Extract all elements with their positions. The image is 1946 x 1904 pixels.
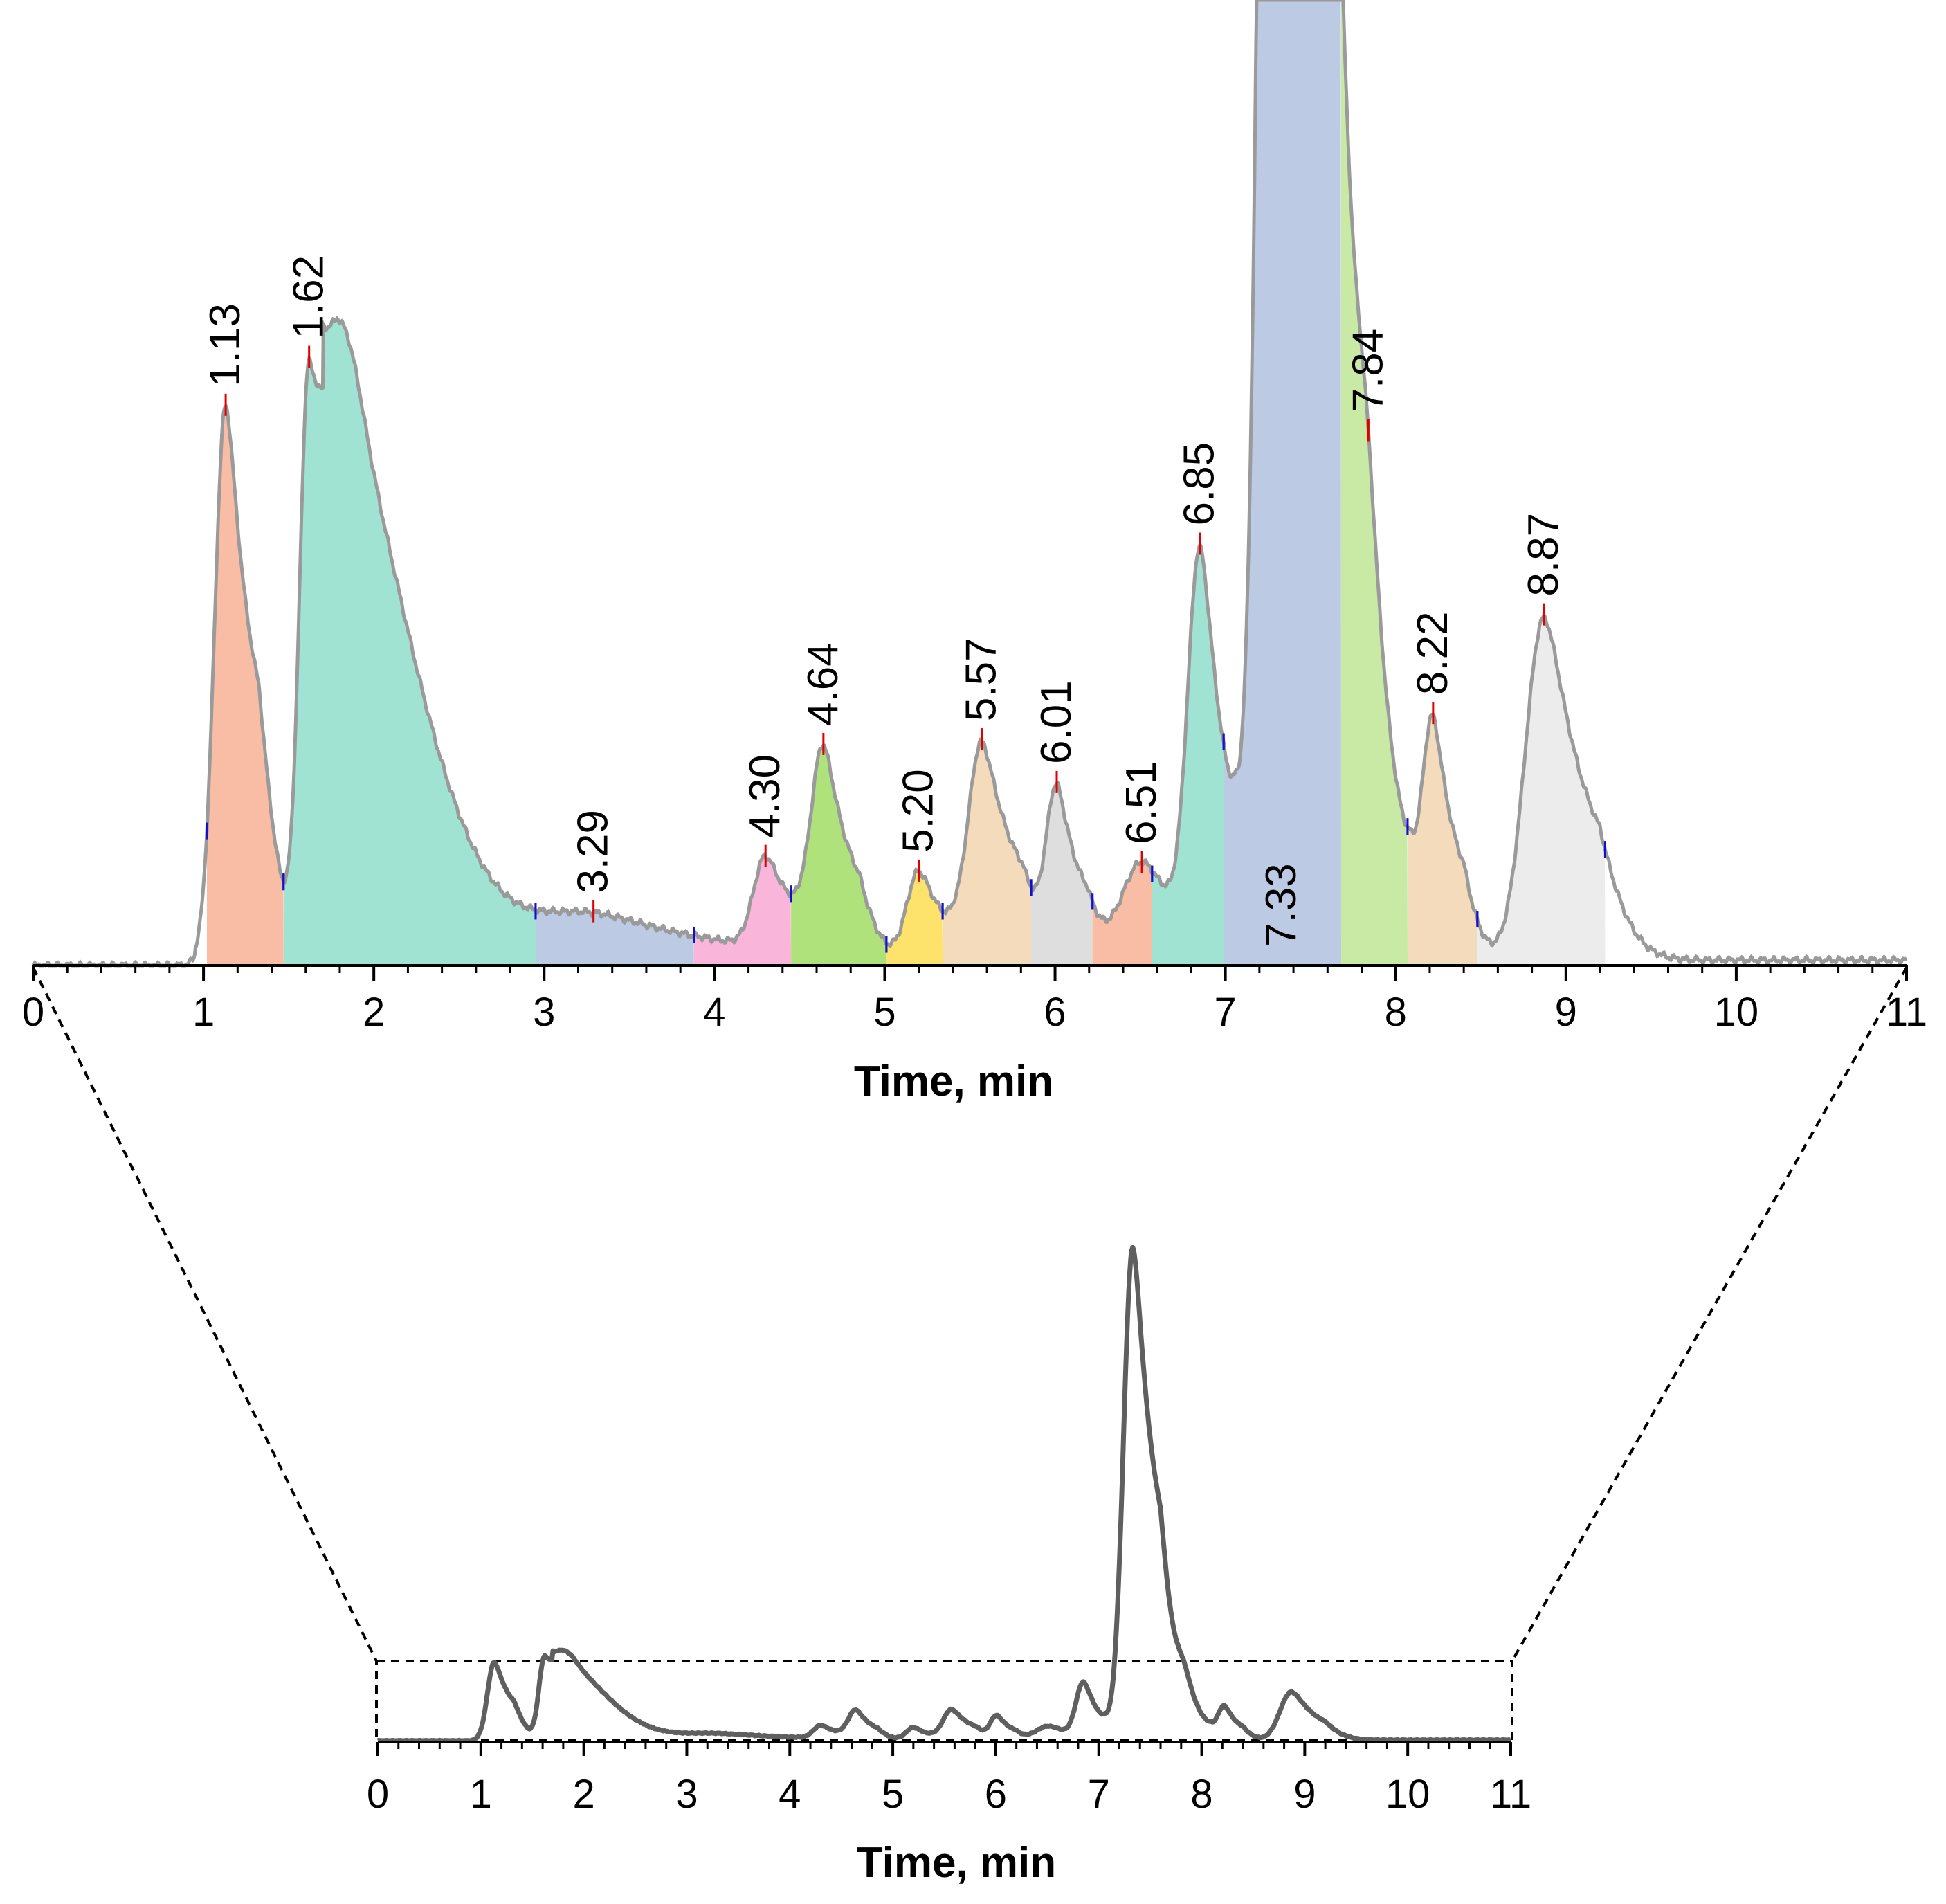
overview-tick-label-0: 0 — [367, 1772, 389, 1817]
peak-label-7.84: 7.84 — [1344, 329, 1392, 412]
peak-label-6.85: 6.85 — [1176, 442, 1224, 526]
peak-label-8.22: 8.22 — [1409, 611, 1457, 695]
zoom-connector-left-line — [32, 967, 378, 1662]
overview-x-axis: 0 1 2 3 4 5 6 7 8 9 10 11 — [367, 1741, 1531, 1817]
detail-peak-markers — [206, 345, 1606, 953]
detail-trace-line — [31, 0, 1908, 968]
peak-label-5.57: 5.57 — [958, 637, 1006, 721]
detail-tick-label-9: 9 — [1555, 990, 1577, 1035]
detail-tick-label-3: 3 — [533, 990, 555, 1035]
overview-tick-label-7: 7 — [1088, 1772, 1110, 1817]
peak-label-4.64: 4.64 — [799, 642, 847, 726]
peak-label-6.51: 6.51 — [1118, 761, 1165, 844]
peak-area-8.87 — [1477, 615, 1606, 965]
overview-tick-label-1: 1 — [470, 1772, 492, 1817]
peak-label-4.30: 4.30 — [741, 754, 789, 838]
peak-label-5.20: 5.20 — [895, 769, 943, 853]
detail-tick-label-6: 6 — [1044, 990, 1066, 1035]
detail-tick-label-10: 10 — [1714, 990, 1759, 1035]
detail-tick-label-11: 11 — [1886, 990, 1927, 1035]
detail-x-axis: 0 1 2 3 4 5 6 7 8 9 10 11 — [22, 964, 1927, 1035]
peak-label-1.62: 1.62 — [285, 255, 333, 339]
peak-area-4.64 — [791, 745, 886, 965]
peak-area-6.01 — [1031, 782, 1093, 965]
detail-tick-label-4: 4 — [703, 990, 725, 1035]
zoom-connector — [32, 967, 1908, 1742]
detail-chromatogram: 1.13 1.62 3.29 4.304.64 5.20 5.57 6.01 6.51 6.85… — [22, 0, 1927, 1105]
zoom-window-box — [375, 1660, 1513, 1742]
overview-x-axis-title: Time, min — [857, 1839, 1056, 1887]
overview-tick-label-9: 9 — [1293, 1772, 1316, 1817]
detail-tick-label-5: 5 — [873, 990, 895, 1035]
peak-area-6.51 — [1092, 860, 1152, 965]
peak-area-5.57 — [943, 739, 1032, 965]
peak-area-3.29 — [536, 907, 694, 965]
detail-peak-fills — [207, 0, 1606, 965]
peak-area-1.13 — [207, 406, 284, 965]
overview-tick-label-10: 10 — [1385, 1772, 1430, 1817]
overview-tick-label-6: 6 — [985, 1772, 1007, 1817]
peak-label-3.29: 3.29 — [570, 810, 617, 894]
detail-tick-label-7: 7 — [1215, 990, 1237, 1035]
detail-peak-labels: 1.13 1.62 3.29 4.304.64 5.20 5.57 6.01 6.51 6.85… — [201, 255, 1567, 947]
overview-tick-label-11: 11 — [1490, 1772, 1531, 1817]
peak-area-5.20 — [886, 869, 943, 965]
peak-area-6.85 — [1152, 545, 1224, 965]
peak-area-7.84 — [1341, 0, 1408, 965]
peak-label-7.33: 7.33 — [1257, 863, 1305, 947]
peak-area-7.33 — [1224, 0, 1341, 965]
peak-area-8.22 — [1408, 714, 1477, 965]
overview-tick-label-4: 4 — [779, 1772, 801, 1817]
peak-label-1.13: 1.13 — [201, 303, 249, 387]
detail-tick-label-1: 1 — [192, 990, 215, 1035]
overview-tick-label-3: 3 — [675, 1772, 698, 1817]
detail-tick-label-0: 0 — [22, 990, 44, 1035]
detail-tick-label-2: 2 — [363, 990, 385, 1035]
overview-tick-label-2: 2 — [573, 1772, 595, 1817]
overview-chromatogram: 0 1 2 3 4 5 6 7 8 9 10 11 Time, min — [367, 1244, 1531, 1887]
overview-tick-label-8: 8 — [1190, 1772, 1212, 1817]
detail-x-axis-title: Time, min — [854, 1058, 1053, 1105]
detail-tick-label-8: 8 — [1385, 990, 1407, 1035]
overview-trace-line — [376, 1244, 1512, 1743]
peak-label-6.01: 6.01 — [1033, 680, 1080, 764]
peak-label-8.87: 8.87 — [1520, 513, 1567, 597]
overview-tick-label-5: 5 — [882, 1772, 904, 1817]
zoom-connector-right-line — [1511, 967, 1908, 1662]
